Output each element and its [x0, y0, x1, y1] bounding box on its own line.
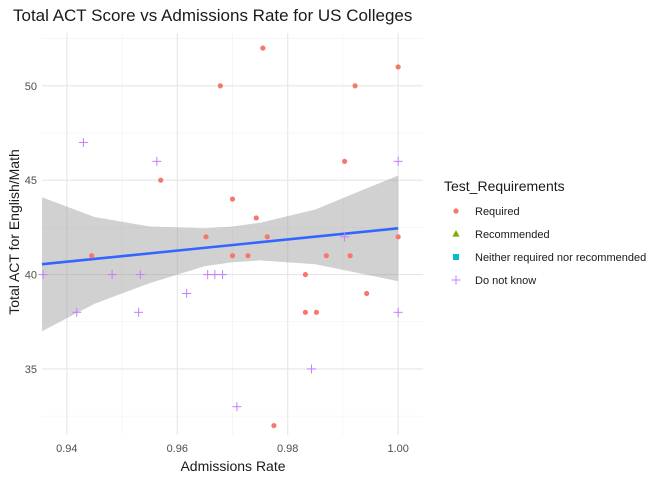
data-point: [364, 290, 370, 297]
data-point: [271, 422, 277, 429]
data-point: [232, 402, 242, 412]
data-point: [352, 83, 358, 89]
series-required: [89, 45, 401, 429]
legend-item: Neither required nor recommended: [453, 252, 646, 264]
data-point: [229, 253, 236, 259]
y-tick-label: 40: [25, 270, 37, 282]
data-point: [78, 137, 88, 147]
data-point: [395, 64, 401, 70]
data-point: [253, 215, 259, 221]
y-axis-title: Total ACT for English/Math: [6, 149, 22, 314]
legend-label: Do not know: [475, 275, 536, 287]
x-tick-label: 1.00: [387, 443, 408, 455]
data-point: [107, 270, 117, 280]
data-point: [341, 158, 348, 164]
legend-key-square: [453, 254, 459, 260]
legend-label: Recommended: [475, 229, 550, 241]
data-point: [135, 270, 145, 280]
trend-line: [41, 227, 399, 266]
x-tick-label: 0.94: [56, 443, 77, 455]
legend-item: Do not know: [451, 275, 536, 287]
series-do-not-know: [38, 137, 403, 412]
legend: Test_Requirements Required Recommended Nei…: [444, 178, 646, 287]
legend-label: Required: [475, 206, 520, 218]
confidence-band: [42, 175, 399, 332]
y-tick-label: 35: [25, 364, 37, 376]
data-point: [72, 307, 82, 317]
data-point: [347, 253, 353, 259]
legend-key-circle: [453, 208, 459, 214]
x-axis-title: Admissions Rate: [180, 458, 285, 474]
y-tick-label: 50: [25, 81, 37, 93]
data-point: [302, 309, 308, 315]
legend-key-triangle: [452, 230, 460, 237]
data-point: [260, 45, 266, 51]
legend-item: Recommended: [452, 229, 550, 241]
data-point: [203, 234, 209, 240]
data-point: [340, 232, 350, 242]
data-point: [393, 307, 403, 317]
data-point: [264, 234, 270, 240]
confidence-band-area: [42, 175, 399, 332]
data-point: [323, 253, 329, 259]
legend-key-plus: [451, 275, 461, 285]
x-tick-label: 0.98: [277, 443, 298, 455]
data-point: [38, 270, 48, 280]
data-point: [152, 156, 162, 166]
data-point: [217, 83, 223, 89]
data-point: [89, 253, 95, 259]
data-point: [158, 177, 164, 183]
data-point: [210, 270, 220, 280]
data-point: [182, 288, 192, 298]
data-point: [313, 309, 320, 315]
x-axis-ticks: 0.94 0.96 0.98 1.00: [56, 443, 409, 455]
legend-label: Neither required nor recommended: [475, 252, 646, 264]
data-point: [302, 271, 308, 278]
grid: [42, 33, 423, 435]
data-point: [245, 253, 251, 259]
y-tick-label: 45: [25, 175, 37, 187]
x-tick-label: 0.96: [167, 443, 188, 455]
legend-title: Test_Requirements: [444, 178, 565, 194]
data-point: [393, 156, 403, 166]
data-points: [38, 45, 403, 429]
trend-line-path: [41, 227, 399, 266]
data-point: [218, 270, 228, 280]
y-axis-ticks: 35 40 45 50: [25, 81, 37, 376]
data-point: [134, 307, 144, 317]
chart-title: Total ACT Score vs Admissions Rate for U…: [13, 6, 412, 25]
legend-item: Required: [453, 206, 520, 218]
data-point: [395, 234, 401, 240]
data-point: [306, 364, 316, 374]
data-point: [229, 196, 236, 202]
